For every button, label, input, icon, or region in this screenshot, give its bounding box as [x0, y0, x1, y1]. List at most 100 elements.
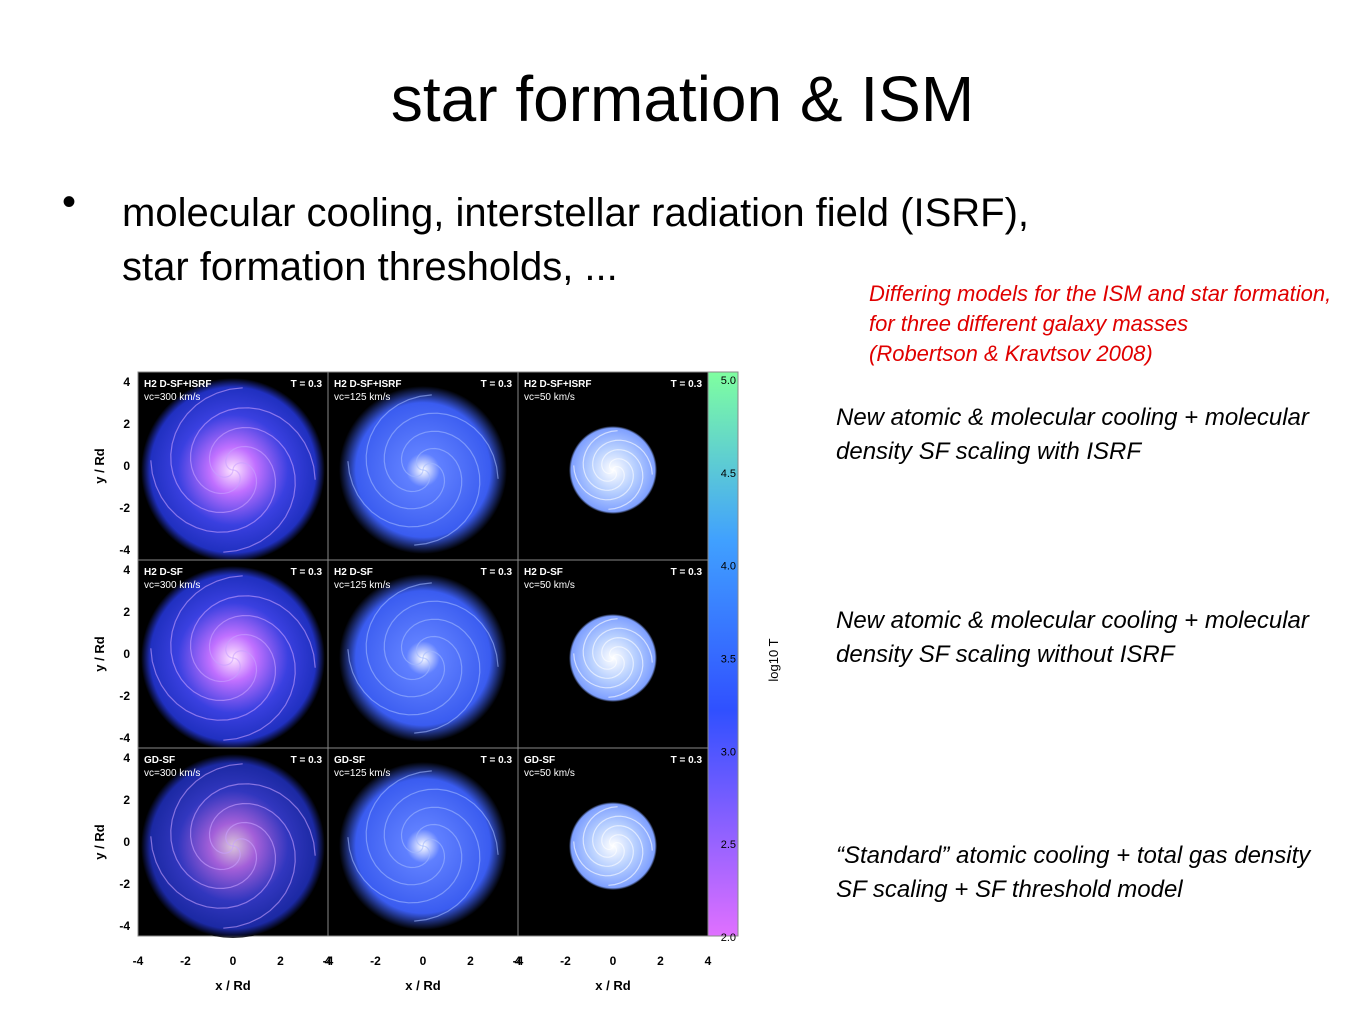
- y-tick-label: 4: [123, 563, 130, 577]
- figure-caption: Differing models for the ISM and star fo…: [869, 279, 1339, 369]
- x-tick-label: 0: [420, 954, 427, 968]
- x-tick-label: -4: [513, 954, 524, 968]
- caption-line: Differing models for the ISM and star fo…: [869, 281, 1332, 336]
- colorbar-tick-label: 4.5: [721, 468, 736, 480]
- colorbar: [707, 371, 739, 937]
- colorbar-tick-label: 3.0: [721, 746, 736, 758]
- panel-model: H2 D-SF: [524, 567, 563, 578]
- y-tick-label: 2: [123, 605, 130, 619]
- panel-model: GD-SF: [334, 755, 365, 766]
- x-tick-label: 2: [467, 954, 474, 968]
- spiral-arm: [400, 430, 481, 546]
- x-tick-label: -4: [133, 954, 144, 968]
- spiral-arm: [365, 394, 446, 510]
- panel-time: T = 0.3: [481, 379, 513, 390]
- y-tick-label: -2: [119, 877, 130, 891]
- spiral-arm: [347, 635, 463, 716]
- bullet-marker: •: [62, 180, 77, 224]
- y-tick-label: -4: [119, 731, 130, 745]
- bullet-text: molecular cooling, interstellar radiatio…: [122, 191, 1030, 289]
- panel-velocity: vc=125 km/s: [334, 580, 390, 591]
- panel-time: T = 0.3: [481, 755, 513, 766]
- y-tick-label: 0: [123, 835, 130, 849]
- x-tick-label: 0: [610, 954, 617, 968]
- panel-time: T = 0.3: [671, 567, 703, 578]
- panel-velocity: vc=50 km/s: [524, 768, 575, 779]
- spiral-arm: [189, 407, 316, 495]
- spiral-arm: [365, 582, 446, 698]
- spiral-arm: [582, 618, 625, 679]
- panel-model: H2 D-SF: [144, 567, 183, 578]
- y-tick-label: 4: [123, 375, 130, 389]
- colorbar-label: log10 T: [766, 638, 781, 681]
- x-tick-label: 0: [230, 954, 237, 968]
- x-tick-label: 4: [705, 954, 712, 968]
- spiral-arm: [601, 825, 644, 886]
- spiral-arm: [347, 447, 463, 528]
- spiral-arm: [400, 618, 481, 734]
- panel-velocity: vc=125 km/s: [334, 768, 390, 779]
- panel-velocity: vc=50 km/s: [524, 580, 575, 591]
- spiral-arm: [592, 627, 653, 670]
- panel-velocity: vc=300 km/s: [144, 392, 200, 403]
- colorbar-tick-label: 3.5: [721, 654, 736, 666]
- spiral-arm: [582, 430, 625, 491]
- spiral-arm: [383, 600, 499, 681]
- panel-velocity: vc=125 km/s: [334, 392, 390, 403]
- panel-time: T = 0.3: [481, 567, 513, 578]
- x-tick-label: -2: [180, 954, 191, 968]
- y-tick-label: 2: [123, 793, 130, 807]
- panel-model: H2 D-SF+ISRF: [144, 379, 212, 390]
- y-tick-label: 4: [123, 751, 130, 765]
- y-axis-label: y / Rd: [92, 824, 107, 859]
- x-tick-label: 4: [325, 954, 332, 968]
- x-tick-label: 2: [657, 954, 664, 968]
- panel-velocity: vc=300 km/s: [144, 580, 200, 591]
- colorbar-tick-label: 4.0: [721, 561, 736, 573]
- spiral-arm: [573, 458, 634, 501]
- spiral-arm: [170, 387, 258, 514]
- y-axis-label: y / Rd: [92, 448, 107, 483]
- slide-title: star formation & ISM: [390, 63, 975, 135]
- spiral-arm: [170, 575, 258, 702]
- spiral-arm: [383, 412, 499, 493]
- spiral-arm: [573, 646, 634, 689]
- panel-model: H2 D-SF+ISRF: [334, 379, 402, 390]
- spiral-arm: [592, 815, 653, 858]
- colorbar-tick-label: 2.0: [721, 932, 736, 944]
- spiral-arm: [189, 595, 316, 683]
- caption-line: (Robertson & Kravtsov 2008): [869, 341, 1153, 366]
- y-axis-label: y / Rd: [92, 636, 107, 671]
- spiral-arm: [347, 823, 463, 904]
- panel-time: T = 0.3: [671, 379, 703, 390]
- x-axis-label: x / Rd: [215, 978, 250, 993]
- row-description: New atomic & molecular cooling + molecul…: [836, 404, 1309, 465]
- spiral-arm: [170, 763, 258, 890]
- colorbar-tick-label: 5.0: [721, 375, 736, 387]
- x-tick-label: -2: [370, 954, 381, 968]
- spiral-arm: [592, 439, 653, 482]
- spiral-arm: [400, 806, 481, 922]
- x-axis-label: x / Rd: [595, 978, 630, 993]
- colorbar-tick-label: 2.5: [721, 839, 736, 851]
- panel-time: T = 0.3: [291, 567, 323, 578]
- x-axis-label: x / Rd: [405, 978, 440, 993]
- y-tick-label: -2: [119, 689, 130, 703]
- y-tick-label: -2: [119, 501, 130, 515]
- spiral-arm: [150, 821, 277, 909]
- spiral-arm: [208, 614, 296, 741]
- panel-time: T = 0.3: [291, 755, 323, 766]
- y-tick-label: -4: [119, 919, 130, 933]
- spiral-arm: [189, 783, 316, 871]
- panel-model: H2 D-SF+ISRF: [524, 379, 592, 390]
- panel-model: GD-SF: [144, 755, 175, 766]
- panel-velocity: vc=50 km/s: [524, 392, 575, 403]
- spiral-arm: [383, 788, 499, 869]
- panel-time: T = 0.3: [671, 755, 703, 766]
- row-description: “Standard” atomic cooling + total gas de…: [836, 842, 1311, 903]
- spiral-arm: [573, 834, 634, 877]
- panel-model: H2 D-SF: [334, 567, 373, 578]
- x-tick-label: -4: [323, 954, 334, 968]
